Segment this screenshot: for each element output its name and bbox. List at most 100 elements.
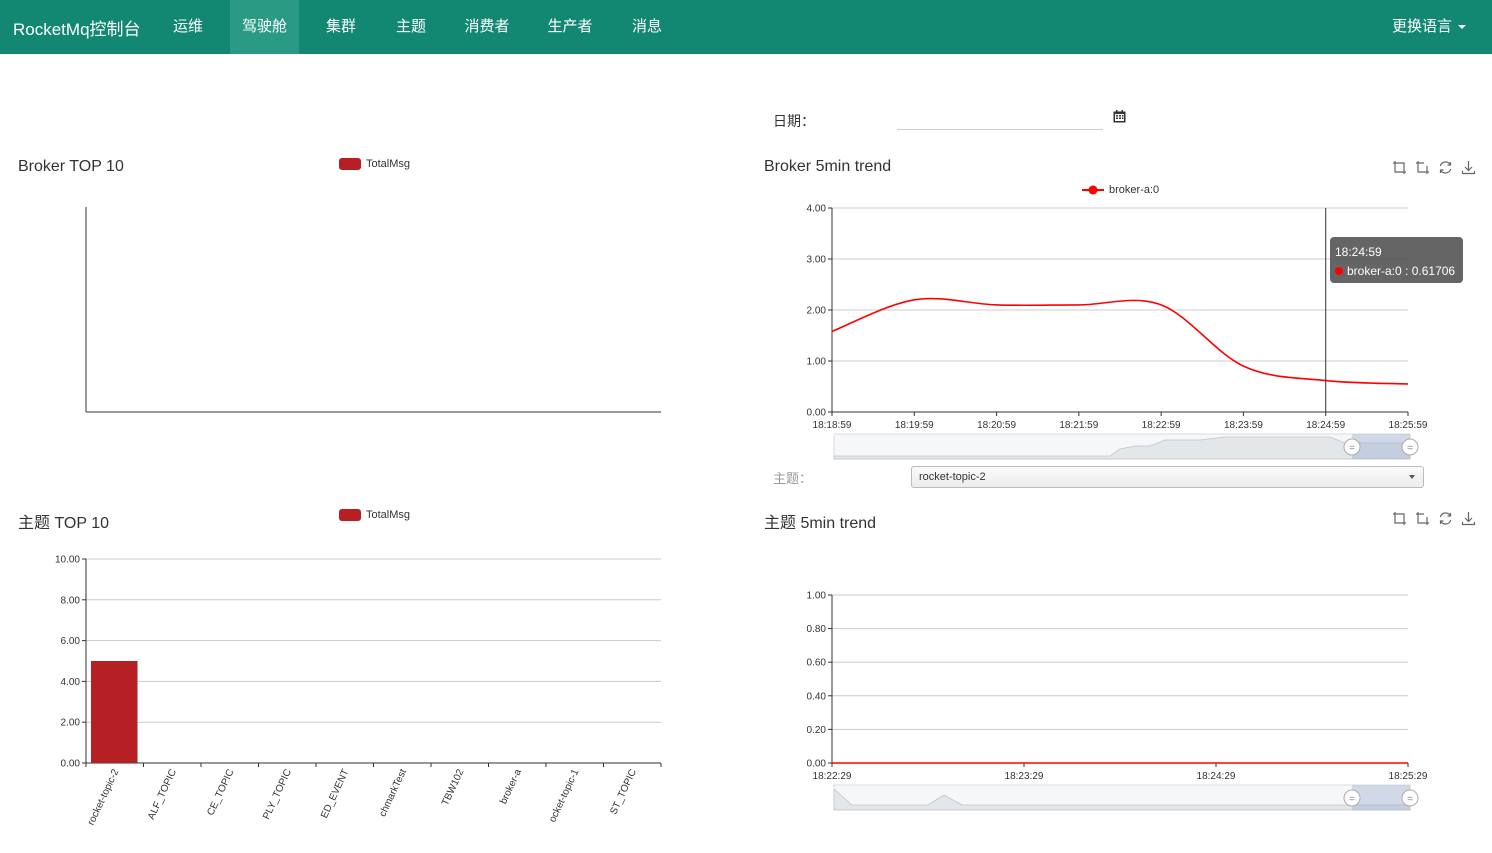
save-image-icon[interactable]: [1461, 511, 1476, 526]
x-tick-label: broker-a: [498, 767, 524, 806]
x-tick-label: ED_EVENT: [319, 768, 351, 820]
data-zoom-window: [1352, 785, 1410, 810]
x-tick-label: ST_TOPIC: [608, 768, 639, 817]
y-tick-label: 0.00: [807, 759, 827, 770]
legend-label: broker-a:0: [1109, 184, 1160, 196]
language-dropdown[interactable]: 更换语言: [1392, 15, 1466, 36]
legend-swatch: [339, 509, 361, 521]
x-tick-label: ocket-topic-1: [547, 767, 581, 824]
zoom-area-icon[interactable]: [1392, 511, 1407, 526]
x-tick-label: PLY_TOPIC: [261, 768, 294, 822]
x-tick-label: 18:24:29: [1197, 771, 1236, 782]
zoom-reset-icon[interactable]: [1415, 160, 1430, 175]
x-tick-label: ALF_TOPIC: [146, 768, 179, 822]
nav-item-consumer[interactable]: 消费者: [464, 18, 510, 35]
x-tick-label: 18:19:59: [895, 420, 934, 431]
data-zoom-preview: [833, 436, 1411, 460]
y-tick-label: 4.00: [807, 204, 827, 215]
y-tick-label: 0.60: [807, 658, 827, 669]
nav-item-dashboard[interactable]: 驾驶舱: [230, 0, 299, 54]
data-zoom-handle: [1401, 438, 1419, 456]
y-tick-label: 0.40: [807, 691, 827, 702]
y-tick-label: 1.00: [807, 357, 827, 368]
x-tick-label: CE_TOPIC: [205, 768, 236, 818]
x-tick-label: 18:22:29: [813, 771, 852, 782]
bar-rocket-topic-2: [91, 661, 138, 763]
caret-down-icon: [1409, 475, 1415, 479]
y-tick-label: 0.00: [807, 408, 827, 419]
data-zoom-track: [833, 433, 1411, 460]
y-tick-label: 1.00: [807, 591, 827, 602]
broker-top-title: Broker TOP 10: [18, 158, 124, 175]
topic-top-legend[interactable]: TotalMsg: [339, 509, 410, 521]
nav-item-cluster[interactable]: 集群: [325, 18, 356, 35]
caret-down-icon: [1458, 25, 1466, 30]
calendar-icon[interactable]: [1113, 110, 1126, 123]
topic-trend-title: 主题 5min trend: [764, 515, 877, 532]
tooltip-value: 0.61706: [1411, 264, 1456, 278]
tooltip-series: broker-a:0: [1347, 264, 1402, 278]
broker-trend-legend[interactable]: broker-a:0: [1082, 184, 1159, 196]
y-tick-label: 0.20: [807, 725, 827, 736]
nav-item-topic[interactable]: 主题: [395, 18, 426, 35]
data-zoom-handle: [1401, 789, 1419, 807]
data-zoom-track: [833, 784, 1411, 811]
language-label: 更换语言: [1391, 18, 1452, 35]
y-tick-label: 6.00: [61, 636, 81, 647]
y-tick-label: 3.00: [807, 255, 827, 266]
zoom-reset-icon[interactable]: [1415, 511, 1430, 526]
chart-tooltip: 18:24:59 broker-a:0 : 0.61706: [1330, 237, 1463, 283]
line-legend-icon: [1082, 185, 1104, 195]
topic-select[interactable]: rocket-topic-2: [911, 466, 1424, 488]
data-zoom-handle-grip: =: [1407, 794, 1413, 805]
nav-item-producer[interactable]: 生产者: [547, 18, 593, 35]
nav-item-message[interactable]: 消息: [631, 18, 662, 35]
broker-trend-title: Broker 5min trend: [764, 158, 892, 175]
tooltip-time: 18:24:59: [1335, 245, 1382, 259]
zoom-area-icon[interactable]: [1392, 160, 1407, 175]
data-zoom-handle-grip: =: [1349, 443, 1355, 454]
broker-top-legend[interactable]: TotalMsg: [339, 158, 410, 170]
legend-label: TotalMsg: [366, 158, 411, 170]
topic-top-title: 主题 TOP 10: [18, 515, 110, 532]
series-line-broker-a-0: [831, 297, 1409, 385]
series-dot-icon: [1335, 267, 1343, 275]
data-zoom-handle-grip: =: [1407, 443, 1413, 454]
topic-select-value: rocket-topic-2: [919, 471, 986, 483]
data-zoom-handle: [1343, 789, 1361, 807]
restore-icon[interactable]: [1438, 160, 1453, 175]
data-zoom-handle: [1343, 438, 1361, 456]
data-zoom-window: [1352, 434, 1410, 459]
y-tick-label: 2.00: [61, 718, 81, 729]
x-tick-label: 18:21:59: [1059, 420, 1098, 431]
date-label: 日期：: [773, 113, 815, 129]
y-tick-label: 8.00: [61, 595, 81, 606]
save-image-icon[interactable]: [1461, 160, 1476, 175]
x-tick-label: rocket-topic-2: [86, 767, 122, 827]
x-tick-label: 18:23:29: [1005, 771, 1044, 782]
y-tick-label: 2.00: [807, 306, 827, 317]
x-tick-label: 18:20:59: [977, 420, 1016, 431]
x-tick-label: 18:25:29: [1389, 771, 1428, 782]
restore-icon[interactable]: [1438, 511, 1453, 526]
y-tick-label: 4.00: [61, 677, 81, 688]
x-tick-label: 18:25:59: [1389, 420, 1428, 431]
topic-trend-toolbox: [1392, 511, 1476, 526]
y-tick-label: 0.80: [807, 624, 827, 635]
legend-swatch: [339, 158, 361, 170]
legend-label: TotalMsg: [366, 509, 411, 521]
tooltip-row: broker-a:0 : 0.61706: [1335, 262, 1458, 281]
broker-trend-toolbox: [1392, 160, 1476, 175]
y-tick-label: 10.00: [55, 555, 80, 566]
topic-select-label: 主题：: [773, 471, 813, 486]
app-brand[interactable]: RocketMq控制台: [13, 20, 141, 39]
x-tick-label: 18:23:59: [1224, 420, 1263, 431]
x-tick-label: 18:22:59: [1142, 420, 1181, 431]
x-tick-label: TBW102: [440, 767, 467, 807]
top-navbar: RocketMq控制台 运维 驾驶舱 集群 主题 消费者 生产者 消息 更换语言: [0, 0, 1492, 54]
nav-item-ops[interactable]: 运维: [172, 18, 203, 35]
date-input[interactable]: [897, 104, 1103, 130]
data-zoom-handle-grip: =: [1349, 794, 1355, 805]
x-tick-label: 18:18:59: [813, 420, 852, 431]
